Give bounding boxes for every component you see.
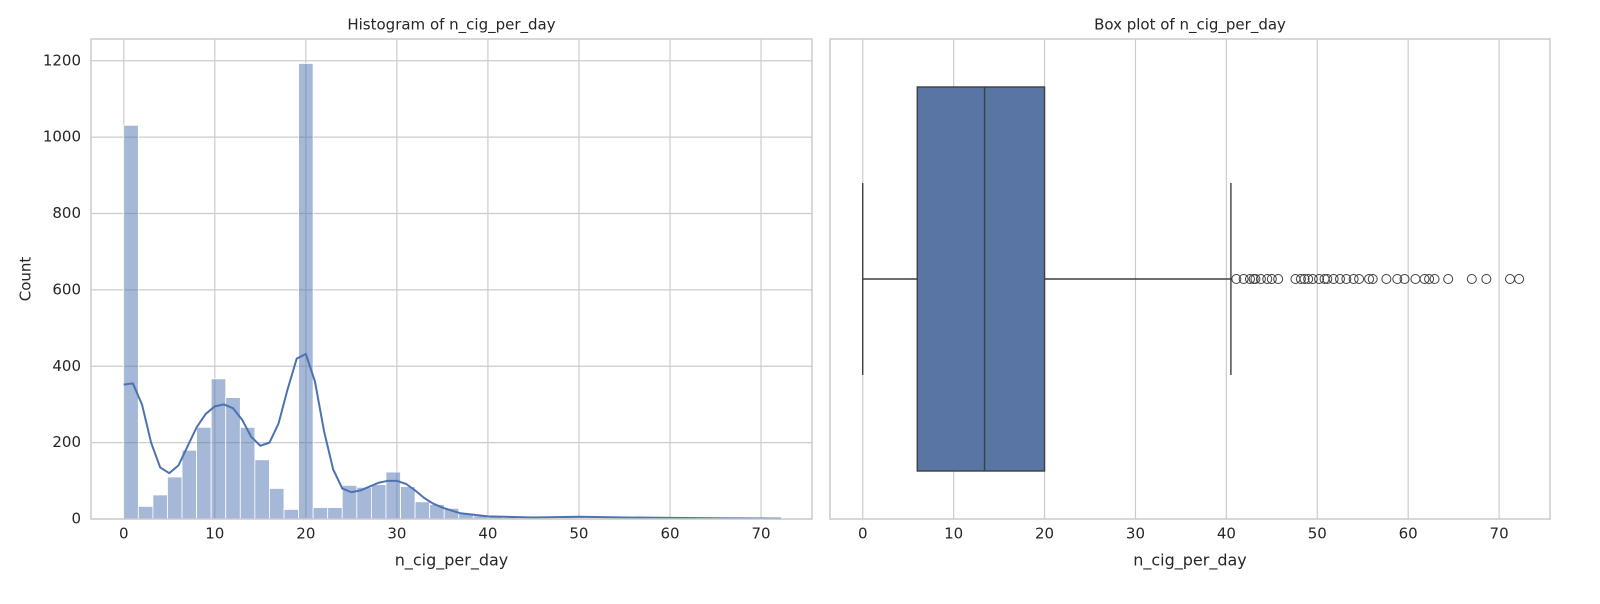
y-tick-label: 1200 bbox=[43, 51, 81, 69]
x-tick-label: 30 bbox=[387, 525, 406, 543]
y-tick-label: 1000 bbox=[43, 128, 81, 146]
x-tick-label: 10 bbox=[205, 525, 224, 543]
bar bbox=[240, 427, 255, 519]
bar bbox=[313, 508, 328, 519]
x-tick-label: 20 bbox=[296, 525, 315, 543]
bar bbox=[415, 502, 430, 519]
x-tick-label: 40 bbox=[1217, 525, 1236, 543]
x-axis-label: n_cig_per_day bbox=[1133, 551, 1247, 571]
bar bbox=[124, 125, 139, 519]
bar bbox=[328, 508, 343, 519]
bar bbox=[284, 509, 299, 519]
x-tick-label: 60 bbox=[1399, 525, 1418, 543]
bar bbox=[357, 487, 372, 519]
y-tick-label: 600 bbox=[52, 280, 81, 298]
bar bbox=[299, 63, 314, 519]
chart-title: Box plot of n_cig_per_day bbox=[1094, 16, 1286, 35]
x-tick-label: 50 bbox=[569, 525, 588, 543]
x-tick-label: 60 bbox=[660, 525, 679, 543]
y-axis-label: Count bbox=[17, 257, 35, 302]
bar bbox=[386, 472, 401, 519]
bar bbox=[371, 485, 386, 519]
bar bbox=[401, 487, 416, 519]
x-tick-label: 50 bbox=[1308, 525, 1327, 543]
bar bbox=[269, 488, 284, 519]
y-tick-label: 0 bbox=[71, 510, 81, 528]
bar bbox=[167, 477, 182, 519]
x-tick-label: 30 bbox=[1126, 525, 1145, 543]
bar bbox=[153, 495, 168, 519]
bar bbox=[138, 506, 153, 519]
x-tick-label: 70 bbox=[1490, 525, 1509, 543]
x-tick-label: 0 bbox=[858, 525, 868, 543]
x-axis-label: n_cig_per_day bbox=[395, 551, 509, 571]
bar bbox=[211, 379, 226, 519]
bar bbox=[197, 427, 212, 519]
y-tick-label: 200 bbox=[52, 433, 81, 451]
box bbox=[917, 87, 1044, 471]
chart-title: Histogram of n_cig_per_day bbox=[347, 16, 555, 35]
y-tick-label: 400 bbox=[52, 357, 81, 375]
x-tick-label: 70 bbox=[751, 525, 770, 543]
y-tick-label: 800 bbox=[52, 204, 81, 222]
bar bbox=[182, 450, 197, 519]
x-tick-label: 40 bbox=[478, 525, 497, 543]
bar bbox=[255, 460, 270, 519]
x-tick-label: 0 bbox=[119, 525, 129, 543]
x-tick-label: 20 bbox=[1035, 525, 1054, 543]
x-tick-label: 10 bbox=[944, 525, 963, 543]
